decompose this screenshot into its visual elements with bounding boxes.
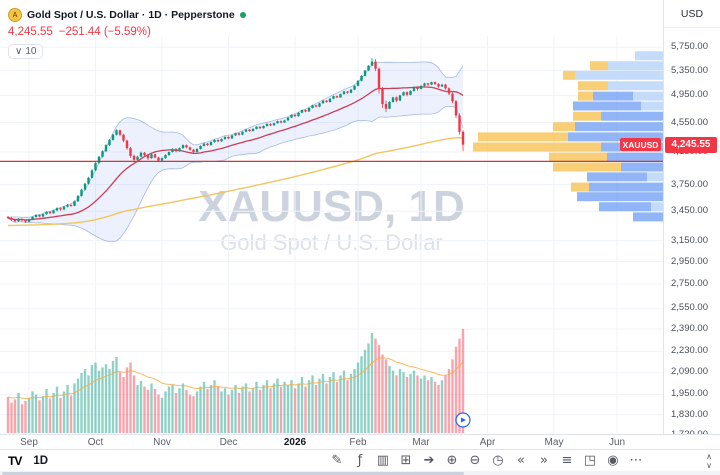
more-icon[interactable]: ⋯ xyxy=(629,452,643,468)
symbol-logo-icon: A xyxy=(8,8,22,22)
symbol-title[interactable]: Gold Spot / U.S. Dollar · 1D · Peppersto… xyxy=(27,9,235,21)
time-axis-label: Sep xyxy=(20,437,38,448)
panel-collapse-group: ∧ ∨ xyxy=(706,452,712,470)
screenshot-icon[interactable]: ◉ xyxy=(605,452,621,470)
time-axis[interactable]: Sep Oct Nov Dec 2026 Feb Mar Apr May Jun xyxy=(0,434,720,449)
time-axis-label: Mar xyxy=(412,437,430,448)
time-axis-label: Feb xyxy=(349,437,367,448)
price-tick: 5,350.00 xyxy=(671,64,708,76)
chevron-down-icon[interactable]: ∨ xyxy=(706,460,712,470)
chevron-down-icon: ∨ xyxy=(15,46,23,57)
price-tick: 2,750.00 xyxy=(671,278,708,290)
price-tick: 1,950.00 xyxy=(671,388,708,400)
price-tick: 4,550.00 xyxy=(671,116,708,128)
time-axis-label: 2026 xyxy=(283,437,307,448)
forward-icon[interactable]: » xyxy=(536,452,552,470)
price-tick: 1,830.00 xyxy=(671,408,708,420)
publish-icon[interactable]: ➔ xyxy=(421,452,437,470)
bar-replay-icon[interactable]: « xyxy=(513,452,529,470)
indicators-collapsed-pill[interactable]: ∨ 10 xyxy=(8,44,44,59)
price-chart-canvas[interactable] xyxy=(0,0,663,434)
time-axis-label: Nov xyxy=(153,437,171,448)
indicator-count: 10 xyxy=(25,46,37,57)
time-axis-label: Oct xyxy=(87,437,104,448)
bottom-toolbar: TV 1D ✎ ƒ ▥ ⊞ ➔ ⊕ ⊖ ◷ « » ≡ ◳ ◉ ⋯ ∧ ∨ xyxy=(0,449,720,471)
price-tick: 3,450.00 xyxy=(671,205,708,217)
price-tick: 3,750.00 xyxy=(671,178,708,190)
currency-label[interactable]: USD xyxy=(664,0,720,28)
toolbar-icon-group: ✎ ƒ ▥ ⊞ ➔ ⊕ ⊖ ◷ « » ≡ ◳ ◉ ⋯ xyxy=(329,452,644,470)
alert-icon[interactable]: ◷ xyxy=(490,452,506,470)
last-price-axis-label: 4,245.55 xyxy=(665,136,717,153)
price-tick: 2,390.00 xyxy=(671,323,708,335)
symbol-row[interactable]: A Gold Spot / U.S. Dollar · 1D · Peppers… xyxy=(8,8,246,22)
tradingview-logo-icon[interactable]: TV xyxy=(8,453,22,468)
indicators-icon[interactable]: ƒ xyxy=(352,452,368,470)
horizontal-scrollbar[interactable] xyxy=(0,471,720,475)
price-tick: 2,090.00 xyxy=(671,366,708,378)
last-price-symbol-badge: XAUUSD xyxy=(620,138,661,152)
price-tick: 2,550.00 xyxy=(671,302,708,314)
zoom-in-icon[interactable]: ⊕ xyxy=(444,452,460,470)
object-tree-icon[interactable]: ≡ xyxy=(559,452,575,470)
market-status-dot-icon xyxy=(239,12,246,18)
time-axis-label: May xyxy=(544,437,564,448)
time-axis-label: Jun xyxy=(608,437,626,448)
scrollbar-thumb[interactable] xyxy=(2,471,464,475)
fullscreen-icon[interactable]: ◳ xyxy=(583,452,597,468)
price-row: 4,245.55 −251.44 (−5.59%) xyxy=(8,26,246,38)
time-axis-label: Apr xyxy=(479,437,496,448)
price-axis[interactable]: USD 4,245.55 5,750.00 5,350.00 4,950.00 4,5… xyxy=(663,0,720,440)
latest-bar-button[interactable] xyxy=(455,412,471,428)
zoom-out-icon[interactable]: ⊖ xyxy=(467,452,483,470)
price-tick: 2,230.00 xyxy=(671,345,708,357)
price-tick: 2,950.00 xyxy=(671,255,708,267)
legend-last-price: 4,245.55 xyxy=(8,26,53,38)
price-tick: 4,950.00 xyxy=(671,89,708,101)
price-tick: 3,150.00 xyxy=(671,234,708,246)
chart-type-icon[interactable]: ▥ xyxy=(376,452,390,468)
legend-price-change: −251.44 (−5.59%) xyxy=(58,26,151,38)
draw-icon[interactable]: ✎ xyxy=(329,452,345,470)
chevron-up-icon[interactable]: ∧ xyxy=(706,451,712,461)
chart-legend: A Gold Spot / U.S. Dollar · 1D · Peppers… xyxy=(8,8,246,59)
time-axis-label: Dec xyxy=(219,437,238,448)
layout-grid-icon[interactable]: ⊞ xyxy=(398,452,414,470)
price-tick: 5,750.00 xyxy=(671,41,708,53)
interval-button[interactable]: 1D xyxy=(33,454,49,467)
